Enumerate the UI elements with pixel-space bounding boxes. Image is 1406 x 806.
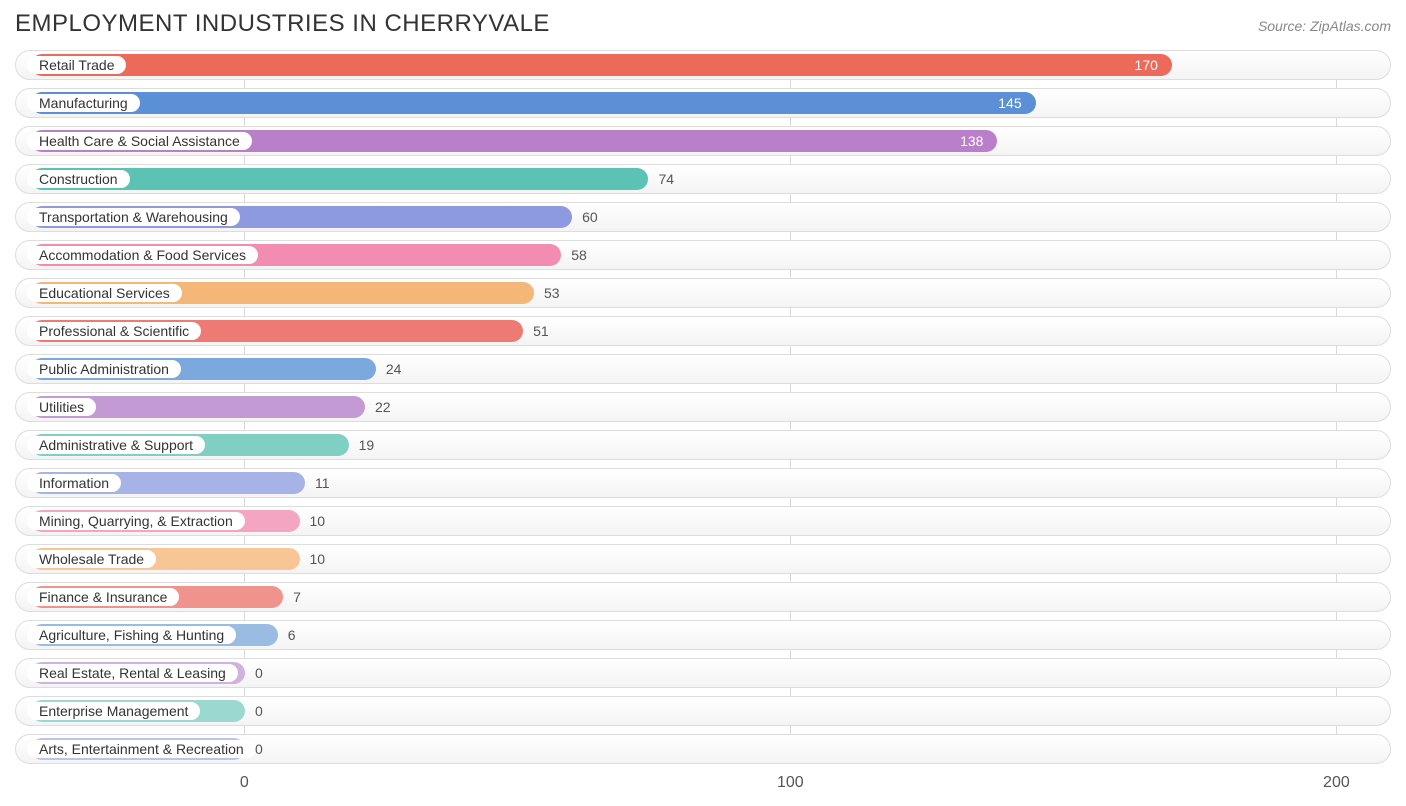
bar-value: 6 [288, 621, 296, 649]
bar [31, 54, 1172, 76]
bar-value: 74 [658, 165, 674, 193]
bar-track: Mining, Quarrying, & Extraction 10 [15, 506, 1391, 536]
bar-label: Transportation & Warehousing [27, 208, 240, 226]
bar [31, 92, 1036, 114]
bar-value: 60 [582, 203, 598, 231]
bar-value: 22 [375, 393, 391, 421]
bar-track: Wholesale Trade 10 [15, 544, 1391, 574]
bar-label: Arts, Entertainment & Recreation [27, 740, 256, 758]
chart-source: Source: ZipAtlas.com [1258, 18, 1391, 34]
bar-label: Enterprise Management [27, 702, 200, 720]
bar-label: Retail Trade [27, 56, 126, 74]
bar-track: Educational Services 53 [15, 278, 1391, 308]
bar-track: Real Estate, Rental & Leasing 0 [15, 658, 1391, 688]
bar-label: Accommodation & Food Services [27, 246, 258, 264]
bar-value: 7 [293, 583, 301, 611]
bar-value: 10 [310, 507, 326, 535]
bar-value: 58 [571, 241, 587, 269]
bar-track: Retail Trade 170 [15, 50, 1391, 80]
bar-label: Wholesale Trade [27, 550, 156, 568]
bar-label: Construction [27, 170, 130, 188]
bar-label: Public Administration [27, 360, 181, 378]
bar-track: Arts, Entertainment & Recreation0 [15, 734, 1391, 764]
source-prefix: Source: [1258, 18, 1310, 34]
bar-label: Finance & Insurance [27, 588, 179, 606]
bar-label: Professional & Scientific [27, 322, 201, 340]
chart-title: EMPLOYMENT INDUSTRIES IN CHERRYVALE [15, 10, 550, 38]
bar-label: Health Care & Social Assistance [27, 132, 252, 150]
bar-label: Information [27, 474, 121, 492]
bar-value: 138 [960, 127, 983, 155]
bar-value: 0 [255, 659, 263, 687]
bar-label: Agriculture, Fishing & Hunting [27, 626, 236, 644]
bar-value: 170 [1135, 51, 1158, 79]
bar-value: 10 [310, 545, 326, 573]
x-axis: 0100200 [15, 772, 1391, 796]
bar-track: Professional & Scientific 51 [15, 316, 1391, 346]
bar-value: 53 [544, 279, 560, 307]
bar-track: Information 11 [15, 468, 1391, 498]
bar-value: 19 [359, 431, 375, 459]
bar-label: Real Estate, Rental & Leasing [27, 664, 238, 682]
chart-header: EMPLOYMENT INDUSTRIES IN CHERRYVALE Sour… [15, 10, 1391, 38]
bar-track: Manufacturing 145 [15, 88, 1391, 118]
bar-track: Utilities 22 [15, 392, 1391, 422]
bar-track: Enterprise Management 0 [15, 696, 1391, 726]
bar-track: Finance & Insurance 7 [15, 582, 1391, 612]
bar-track: Construction 74 [15, 164, 1391, 194]
bar-label: Manufacturing [27, 94, 140, 112]
bar-label: Utilities [27, 398, 96, 416]
bar-value: 0 [255, 697, 263, 725]
bar-track: Public Administration 24 [15, 354, 1391, 384]
chart-area: Retail Trade 170 Manufacturing 145 Health Ca… [15, 50, 1391, 796]
bar-rows: Retail Trade 170 Manufacturing 145 Health Ca… [15, 50, 1391, 764]
bar-value: 51 [533, 317, 549, 345]
bar-track: Transportation & Warehousing 60 [15, 202, 1391, 232]
bar-value: 145 [998, 89, 1021, 117]
bar-label: Mining, Quarrying, & Extraction [27, 512, 245, 530]
source-name: ZipAtlas.com [1310, 18, 1391, 34]
bar-label: Educational Services [27, 284, 182, 302]
bar-track: Administrative & Support 19 [15, 430, 1391, 460]
bar-value: 11 [315, 469, 330, 497]
bar-value: 0 [255, 735, 263, 763]
bar-label: Administrative & Support [27, 436, 205, 454]
bar-value: 24 [386, 355, 402, 383]
bar-track: Health Care & Social Assistance 138 [15, 126, 1391, 156]
bar-track: Accommodation & Food Services 58 [15, 240, 1391, 270]
bar-track: Agriculture, Fishing & Hunting 6 [15, 620, 1391, 650]
